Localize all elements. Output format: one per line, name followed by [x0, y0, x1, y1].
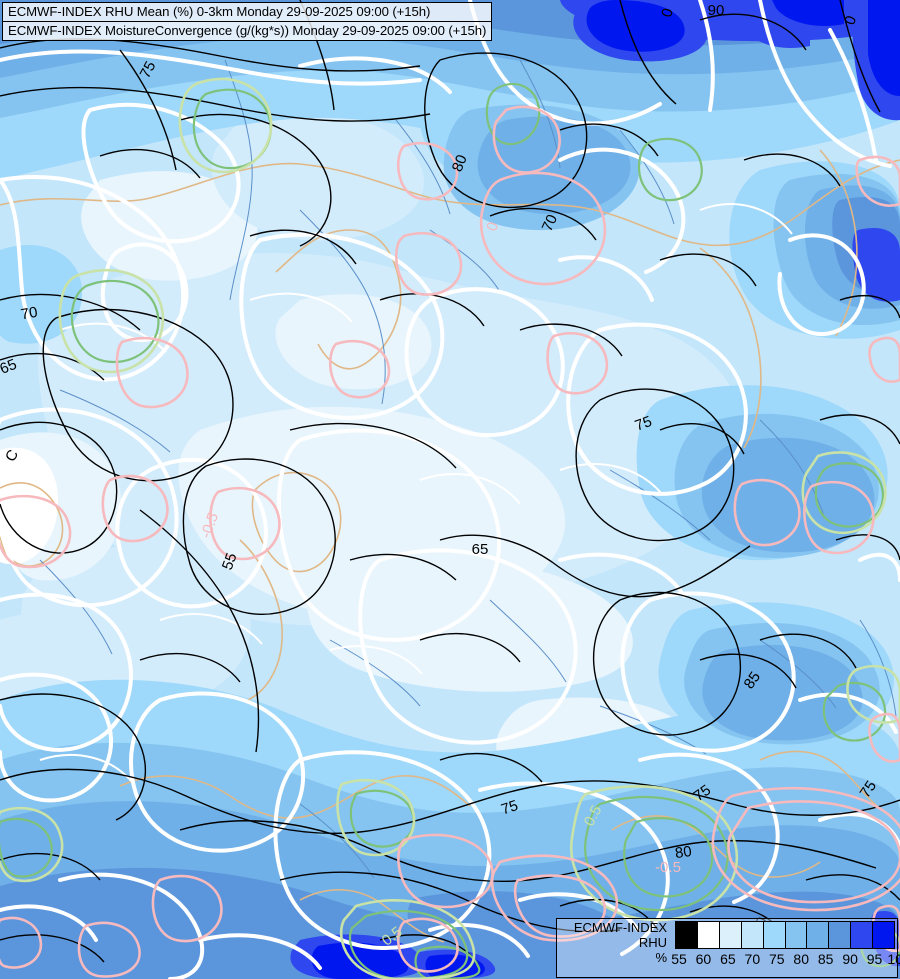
legend-tick-70: 70 [744, 951, 761, 967]
title-line-rhu: ECMWF-INDEX RHU Mean (%) 0-3km Monday 29… [3, 3, 492, 23]
clabel-80-16: 80 [674, 843, 693, 862]
legend-tick-90: 90 [842, 951, 858, 967]
legend-swatch-8 [851, 922, 874, 948]
color-scale-legend: ECMWF-INDEX RHU % 55 60 65 70 75 80 85 90 95 100 [556, 918, 900, 978]
clabel-75-13: 75 [691, 782, 714, 805]
clabel-90-3: 90 [708, 2, 725, 19]
legend-tick-85: 85 [817, 951, 834, 967]
map-title-box: ECMWF-INDEX RHU Mean (%) 0-3km Monday 29… [2, 2, 493, 42]
legend-swatch-4 [763, 922, 786, 948]
legend-color-bar [675, 921, 895, 949]
legend-swatch-1 [697, 922, 720, 948]
clabel-70-2: 70 [539, 212, 561, 234]
clabel-80-1: 80 [449, 152, 471, 174]
clabel-75-14: 75 [499, 797, 520, 818]
legend-swatch-5 [785, 922, 808, 948]
legend-swatch-7 [829, 922, 852, 948]
legend-swatch-3 [741, 922, 764, 948]
legend-tick-95: 95 [866, 951, 883, 967]
clabel-65-10: 65 [472, 541, 489, 558]
legend-tick-60: 60 [695, 951, 712, 967]
clabel-55-9: 55 [219, 551, 241, 572]
moisture-negative-layer [0, 105, 900, 978]
legend-swatch-6 [807, 922, 830, 948]
legend-label-block: ECMWF-INDEX RHU % [561, 920, 667, 965]
legend-tick-80: 80 [793, 951, 810, 967]
moisture-positive-layer [0, 82, 900, 979]
legend-unit: % [655, 950, 667, 965]
legend-tick-75: 75 [768, 951, 785, 967]
rhu-contour-label-group: 75807090007065C55657585757575800 [0, 2, 880, 929]
legend-tick-65: 65 [720, 951, 736, 967]
inner-coastline-layer [39, 203, 793, 783]
clabel-75-11: 75 [633, 413, 654, 435]
country-border-layer [0, 149, 900, 943]
legend-swatch-2 [719, 922, 742, 948]
legend-swatch-9 [873, 922, 895, 948]
clabel-70-6: 70 [20, 304, 39, 324]
clabel-75-0: 75 [137, 59, 160, 82]
clabel-neg0p5-0: -0.5 [655, 859, 681, 876]
legend-tick-labels: 55 60 65 70 75 80 85 90 95 100 [657, 951, 900, 975]
clabel-75-15: 75 [857, 778, 880, 801]
legend-title-model: ECMWF-INDEX [573, 920, 667, 935]
title-line-moisture-convergence: ECMWF-INDEX MoistureConvergence (g/(kg*s… [8, 23, 487, 39]
clabel-65-7: 65 [0, 356, 19, 378]
legend-tick-100: 100 [887, 951, 900, 967]
legend-tick-55: 55 [671, 951, 687, 967]
legend-title-variable: RHU [638, 935, 667, 950]
clabel-85-12: 85 [741, 669, 764, 692]
legend-swatch-0 [676, 922, 698, 948]
